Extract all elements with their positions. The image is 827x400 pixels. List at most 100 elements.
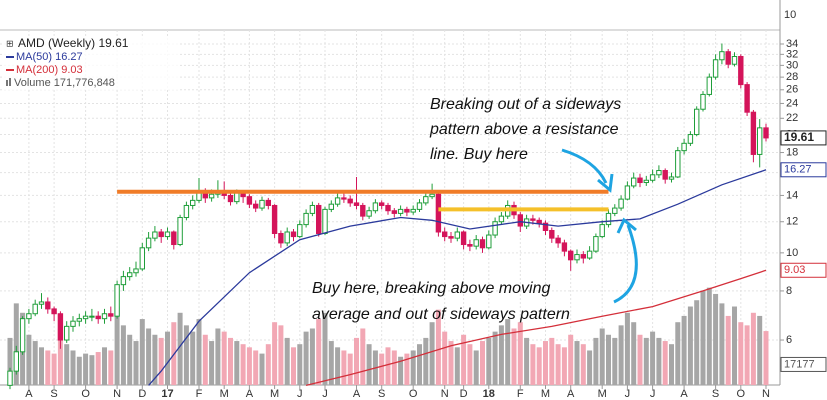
candle-body <box>353 202 360 206</box>
volume-bar <box>429 322 435 385</box>
candle-body <box>442 231 448 238</box>
x-tick-label: J <box>650 388 656 400</box>
x-tick-label: 17 <box>161 388 173 400</box>
x-tick-label: M <box>541 388 550 400</box>
volume-bar <box>454 347 460 385</box>
volume-bar <box>354 337 359 385</box>
x-tick-label: M <box>220 388 229 400</box>
volume-bar <box>530 344 536 385</box>
volume-bar <box>385 347 391 385</box>
y-tick-label: 6 <box>786 334 792 346</box>
candle-body <box>586 250 593 259</box>
volume-bar <box>435 309 441 385</box>
volume-bar <box>202 334 208 385</box>
x-tick-label: O <box>409 388 418 400</box>
volume-bar <box>7 337 13 385</box>
candle-body <box>347 198 353 204</box>
volume-bar <box>687 306 693 385</box>
volume-bar <box>291 347 296 385</box>
volume-bars <box>7 287 769 385</box>
legend-bg <box>4 38 179 90</box>
candle-body <box>82 315 89 320</box>
candle-body <box>271 204 278 235</box>
x-tick-label: A <box>567 388 575 400</box>
volume-bar <box>549 337 555 385</box>
volume-bar <box>505 319 511 385</box>
candle-body <box>127 272 133 278</box>
volume-bar <box>240 344 246 385</box>
volume-bar <box>341 350 347 385</box>
candle-body <box>561 242 568 252</box>
volume-bar <box>284 337 290 385</box>
candle-body <box>51 308 57 315</box>
volume-bar <box>631 322 637 385</box>
last-value-box <box>780 356 827 372</box>
candle-body <box>624 185 631 200</box>
candle-body <box>253 203 259 209</box>
x-tick-label: D <box>460 388 468 400</box>
y-tick-label: 30 <box>786 59 798 71</box>
candle-body <box>435 193 442 233</box>
candle-body <box>45 301 51 310</box>
candle-body <box>675 150 681 178</box>
x-tick-label: 18 <box>483 388 495 400</box>
last-labels: 19.61 16.27 9.03 17177 <box>780 130 827 372</box>
candle-body <box>668 176 675 180</box>
volume-bar <box>643 337 649 385</box>
candle-body <box>568 250 574 261</box>
legend-swatch <box>6 80 8 86</box>
candle-body <box>152 231 158 239</box>
x-tick-label: D <box>138 388 146 400</box>
candle-body <box>379 202 385 206</box>
volume-bar <box>448 341 454 385</box>
annotation-text: line. Buy here <box>430 146 528 163</box>
candle-body <box>530 218 536 221</box>
volume-bar <box>498 325 504 385</box>
volume-bar <box>120 325 126 385</box>
legend-ma200: MA(200) 9.03 <box>16 64 83 76</box>
volume-bar <box>410 350 416 385</box>
annotation-text: Buy here, breaking above moving <box>312 280 550 297</box>
y-tick-label: 14 <box>786 189 798 201</box>
x-tick-label: A <box>25 388 33 400</box>
moving-average <box>305 269 767 387</box>
volume-bar <box>574 341 580 385</box>
candle-body <box>278 233 284 244</box>
volume-bar <box>234 341 240 385</box>
volume-bar <box>599 328 605 385</box>
volume-bar <box>442 331 448 385</box>
candle-body <box>649 174 656 181</box>
y-tick-label: 22 <box>786 112 798 124</box>
volume-bar <box>580 344 586 385</box>
candle-body <box>599 224 605 238</box>
top-tick-label: 10 <box>784 9 796 21</box>
candle-body <box>473 239 479 247</box>
volume-bar <box>467 344 473 385</box>
volume-bar <box>719 303 725 385</box>
volume-bar <box>624 312 630 385</box>
x-tick-label: M <box>270 388 279 400</box>
candle-body <box>618 198 624 209</box>
arrow-head <box>616 217 637 234</box>
candle-body <box>108 313 114 317</box>
volume-bar <box>732 306 737 385</box>
volume-bar <box>700 290 706 385</box>
volume-bar <box>391 350 397 385</box>
last-value-label: 9.03 <box>784 264 805 276</box>
candle-body <box>637 177 643 184</box>
candle-body <box>334 197 341 205</box>
last-value-label: 16.27 <box>784 164 812 176</box>
volume-bar <box>165 331 170 385</box>
candle-body <box>366 210 372 217</box>
last-value-box <box>780 162 827 178</box>
volume-bar <box>725 315 731 385</box>
volume-bar <box>246 347 252 385</box>
candle-body <box>404 208 410 213</box>
candle-body <box>297 224 303 238</box>
candle-body <box>341 197 347 200</box>
candle-body <box>656 170 662 176</box>
volume-bar <box>297 344 303 385</box>
candle-body <box>7 370 13 386</box>
candle-body <box>460 231 467 246</box>
candle-body <box>57 313 64 341</box>
